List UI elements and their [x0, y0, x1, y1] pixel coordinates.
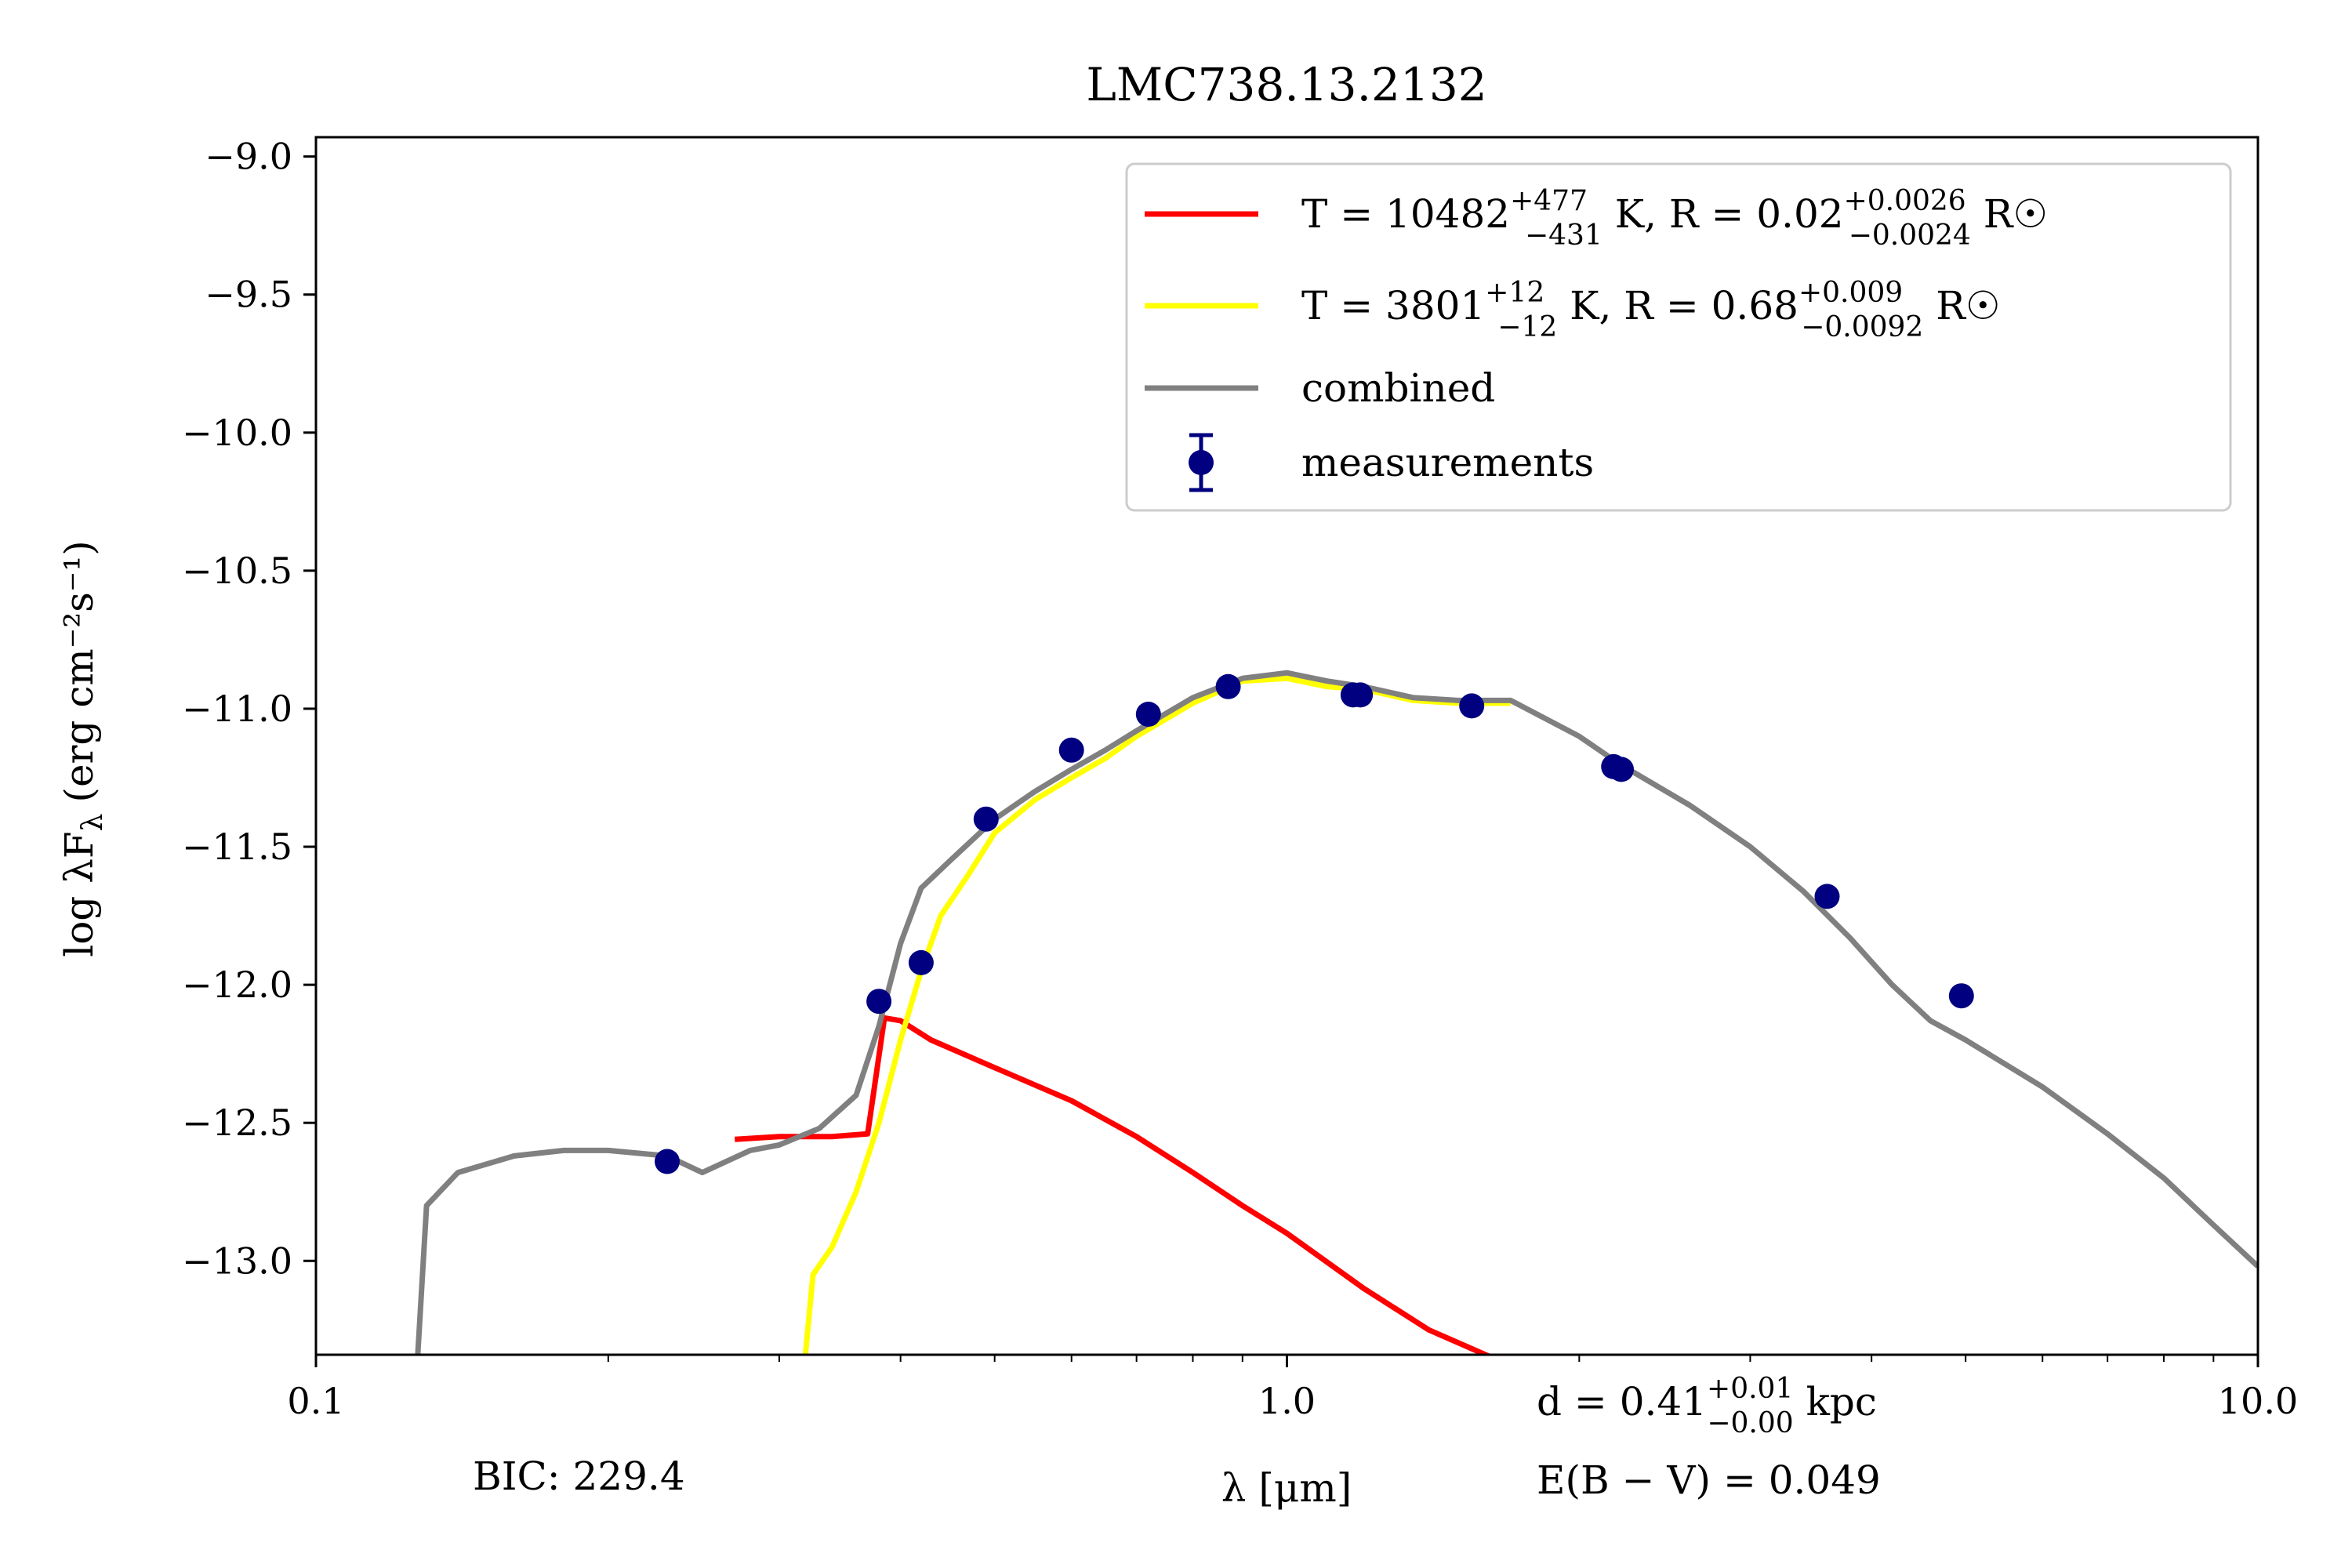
measurement-point: [1948, 983, 1974, 1009]
measurement-point: [655, 1149, 680, 1174]
y-tick-label: −9.5: [205, 274, 292, 316]
y-tick-label: −10.5: [182, 550, 292, 592]
measurement-point: [1135, 702, 1161, 727]
y-axis-label: log λFλ (erg cm⁻²s⁻¹): [56, 540, 109, 957]
measurement-point: [866, 989, 892, 1014]
x-tick-label: 0.1: [287, 1380, 344, 1422]
measurement-point: [1459, 693, 1485, 719]
y-tick-label: −11.0: [182, 688, 292, 730]
y-axis-label-sub: λ: [77, 814, 109, 832]
legend-box: [1125, 162, 2232, 512]
y-tick-label: −12.0: [182, 964, 292, 1006]
measurement-point: [1215, 673, 1241, 699]
legend-cool-sub2: −0.0092: [1801, 311, 1923, 343]
legend-hot-sub: −431: [1525, 220, 1602, 252]
legend-cool-prefix: T = 3801: [1301, 283, 1485, 328]
legend-hot-suffix: R☉: [1971, 191, 2048, 237]
y-tick-label: −13.0: [182, 1240, 292, 1282]
distance-prefix: d = 0.41: [1537, 1379, 1707, 1425]
ebv-annotation: E(B − V) = 0.049: [1537, 1457, 1881, 1503]
measurement-point: [1609, 757, 1634, 782]
measurement-point: [973, 806, 999, 832]
chart-title: LMC738.13.2132: [1086, 58, 1486, 111]
series-line-0: [734, 1014, 1493, 1355]
legend-hot-sup: +477: [1510, 185, 1588, 217]
series-line-2: [415, 670, 2258, 1355]
distance-suffix: kpc: [1794, 1379, 1877, 1425]
x-tick-label: 10.0: [2218, 1380, 2298, 1422]
measurements-layer: [655, 673, 1974, 1174]
legend: T = 10482+477 −431 K, R = 0.02+0.0026 −0.0…: [1125, 162, 2232, 512]
legend-hot-prefix: T = 10482: [1301, 191, 1510, 237]
legend-label-cool: T = 3801+12 −12 K, R = 0.68+0.009 −0.0092 …: [1301, 277, 2001, 343]
x-axis-ticks: 0.1 1.0 10.0: [287, 1355, 2298, 1422]
distance-annotation: d = 0.41+0.01 −0.00 kpc: [1537, 1373, 1877, 1439]
y-axis-label-units: (erg cm⁻²s⁻¹): [56, 540, 102, 802]
legend-swatch-measurements: [1189, 433, 1214, 492]
legend-cool-sub: −12: [1497, 311, 1557, 343]
series-layer: [415, 670, 2258, 1355]
measurement-point: [1058, 737, 1084, 763]
x-tick-label: 1.0: [1258, 1380, 1316, 1422]
legend-cool-sup: +12: [1485, 277, 1544, 309]
distance-sub: −0.00: [1707, 1407, 1793, 1439]
y-axis-ticks: −9.0 −9.5 −10.0 −10.5 −11.0 −11.5 −12.0 −12.5 −1…: [182, 136, 316, 1282]
legend-hot-sup2: +0.0026: [1844, 185, 1966, 217]
legend-label-hot: T = 10482+477 −431 K, R = 0.02+0.0026 −0.0…: [1301, 185, 2048, 252]
legend-label-measurements: measurements: [1301, 440, 1594, 485]
measurement-point: [1814, 884, 1840, 909]
measurement-point: [1348, 682, 1374, 708]
bic-annotation: BIC: 229.4: [473, 1454, 685, 1499]
distance-sup: +0.01: [1707, 1373, 1793, 1405]
legend-cool-sup2: +0.009: [1798, 277, 1903, 309]
legend-cool-suffix: R☉: [1923, 283, 2000, 328]
legend-cool-mid: K, R = 0.68: [1557, 283, 1798, 328]
legend-hot-mid: K, R = 0.02: [1602, 191, 1844, 237]
y-axis-label-main: log λF: [56, 831, 102, 956]
y-tick-label: −10.0: [182, 412, 292, 454]
x-axis-label: λ [μm]: [1221, 1465, 1352, 1511]
y-tick-label: −12.5: [182, 1102, 292, 1144]
measurement-point: [908, 949, 934, 975]
y-tick-label: −9.0: [205, 136, 292, 178]
legend-label-combined: combined: [1301, 365, 1495, 411]
legend-hot-sub2: −0.0024: [1849, 220, 1971, 252]
y-tick-label: −11.5: [182, 826, 292, 868]
